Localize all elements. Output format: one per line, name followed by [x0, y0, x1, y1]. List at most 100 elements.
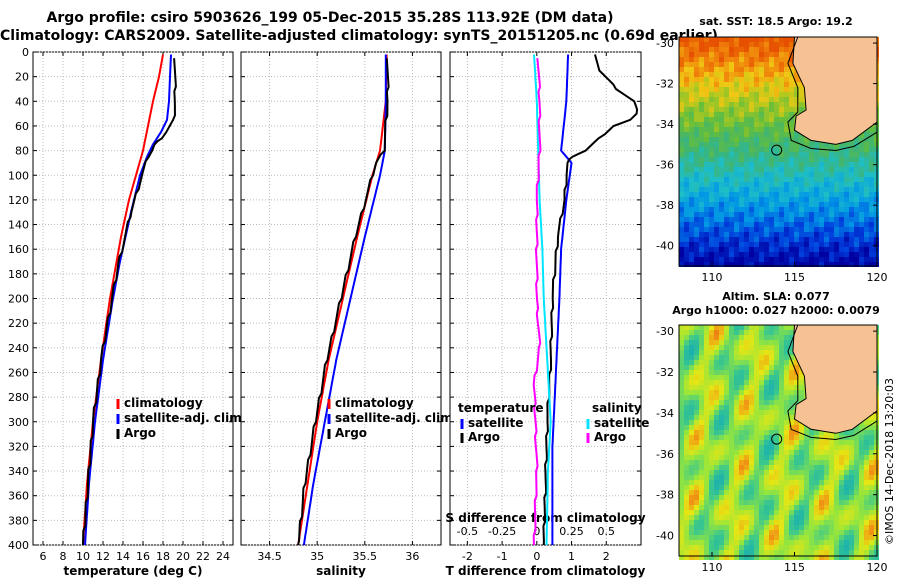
sla_map-map-cell	[824, 485, 829, 490]
sla_map-map-cell	[734, 370, 739, 375]
sla_map-map-cell	[719, 390, 724, 395]
sst_map-map-cell	[759, 47, 764, 52]
sla_map-map-cell	[829, 500, 834, 505]
sla_map-map-cell	[734, 545, 739, 550]
sla_map-map-cell	[864, 505, 869, 510]
sla_map-map-cell	[724, 400, 729, 405]
sst_map-map-cell	[844, 182, 849, 187]
sla_map-map-cell	[779, 555, 784, 560]
sst_map-map-cell	[814, 247, 819, 252]
sst_map-map-cell	[774, 127, 779, 132]
sst_map-map-cell	[679, 157, 684, 162]
sla_map-map-cell	[749, 480, 754, 485]
sst_map-map-cell	[789, 82, 794, 87]
salinity-x-axis-label: salinity	[316, 564, 366, 578]
sst_map-argo-location-marker	[771, 144, 783, 156]
sla_map-map-cell	[719, 485, 724, 490]
sst_map-map-cell	[849, 157, 854, 162]
sla_map-map-cell	[704, 360, 709, 365]
sst_map-map-cell	[824, 262, 829, 267]
sst_map-map-cell	[754, 92, 759, 97]
sst_map-map-cell	[719, 167, 724, 172]
sla_map-map-cell	[754, 535, 759, 540]
sla_map-map-cell	[714, 395, 719, 400]
sla_map-map-cell	[729, 545, 734, 550]
sla_map-map-cell	[799, 540, 804, 545]
sst_map-map-cell	[729, 172, 734, 177]
sst_map-map-cell	[804, 167, 809, 172]
sla_map-map-cell	[784, 545, 789, 550]
sla_map-map-cell	[734, 465, 739, 470]
sla_map-map-cell	[769, 495, 774, 500]
sla_map-map-cell	[754, 370, 759, 375]
sla_map-map-cell	[784, 395, 789, 400]
sst_map-map-cell	[704, 62, 709, 67]
sst_map-map-cell	[824, 247, 829, 252]
sla_map-map-cell	[719, 400, 724, 405]
sst_map-map-cell	[694, 112, 699, 117]
sst_map-map-cell	[819, 222, 824, 227]
sst_map-map-cell	[714, 77, 719, 82]
sst_map-map-cell	[684, 87, 689, 92]
sst_map-map-cell	[684, 227, 689, 232]
sst_map-map-cell	[809, 207, 814, 212]
sst_map-map-cell	[724, 192, 729, 197]
sla_map-map-cell	[704, 425, 709, 430]
sst_map-map-cell	[764, 227, 769, 232]
sla_map-map-cell	[739, 535, 744, 540]
sla_map-map-cell	[839, 480, 844, 485]
sst_map-map-cell	[809, 142, 814, 147]
sla_map-map-cell	[694, 425, 699, 430]
sla_map-map-cell	[749, 355, 754, 360]
sla_map-map-cell	[754, 550, 759, 555]
sla_map-map-cell	[809, 485, 814, 490]
sla_map-map-cell	[704, 400, 709, 405]
sla_map-map-cell	[704, 420, 709, 425]
sla_map-map-cell	[794, 420, 799, 425]
sst_map-map-cell	[779, 217, 784, 222]
sla_map-map-cell	[729, 435, 734, 440]
sst_map-map-cell	[749, 47, 754, 52]
sst_map-map-cell	[704, 227, 709, 232]
sla_map-map-cell	[689, 335, 694, 340]
sst_map-map-cell	[694, 197, 699, 202]
sla_map-map-cell	[869, 510, 874, 515]
sla_map-map-cell	[719, 525, 724, 530]
sla_map-map-cell	[694, 505, 699, 510]
sst_map-map-cell	[814, 262, 819, 267]
sst_map-map-cell	[749, 252, 754, 257]
sla_map-map-cell	[704, 540, 709, 545]
sla_map-map-cell	[799, 480, 804, 485]
sst_map-map-cell	[764, 157, 769, 162]
sla_map-map-cell	[694, 450, 699, 455]
sla_map-map-cell	[734, 515, 739, 520]
sst_map-map-cell	[714, 57, 719, 62]
sst_map-map-cell	[794, 212, 799, 217]
sla_map-map-cell	[734, 440, 739, 445]
sst_map-map-cell	[684, 142, 689, 147]
sst_map-map-cell	[749, 142, 754, 147]
temperature-series-climatology	[82, 54, 164, 546]
sla_map-map-cell	[824, 525, 829, 530]
sst_map-map-cell	[849, 177, 854, 182]
sla_map-map-cell	[864, 435, 869, 440]
sst_map-map-cell	[844, 167, 849, 172]
sla_map-map-cell	[819, 475, 824, 480]
sst_map-map-cell	[814, 147, 819, 152]
sla_map-map-cell	[804, 455, 809, 460]
sst_map-map-cell	[829, 192, 834, 197]
sst_map-map-cell	[854, 137, 859, 142]
sst_map-map-cell	[689, 257, 694, 262]
sla_map-map-cell	[739, 420, 744, 425]
sst_map-map-cell	[784, 157, 789, 162]
sst_map-map-cell	[684, 192, 689, 197]
sla_map-map-cell	[719, 340, 724, 345]
sla_map-map-cell	[854, 440, 859, 445]
sla_map-map-cell	[754, 505, 759, 510]
sla_map-map-cell	[859, 475, 864, 480]
sla_map-map-cell	[834, 445, 839, 450]
sla_map-map-cell	[734, 340, 739, 345]
sla_map-map-cell	[759, 535, 764, 540]
sst_map-map-cell	[699, 247, 704, 252]
sst_map-map-cell	[689, 47, 694, 52]
